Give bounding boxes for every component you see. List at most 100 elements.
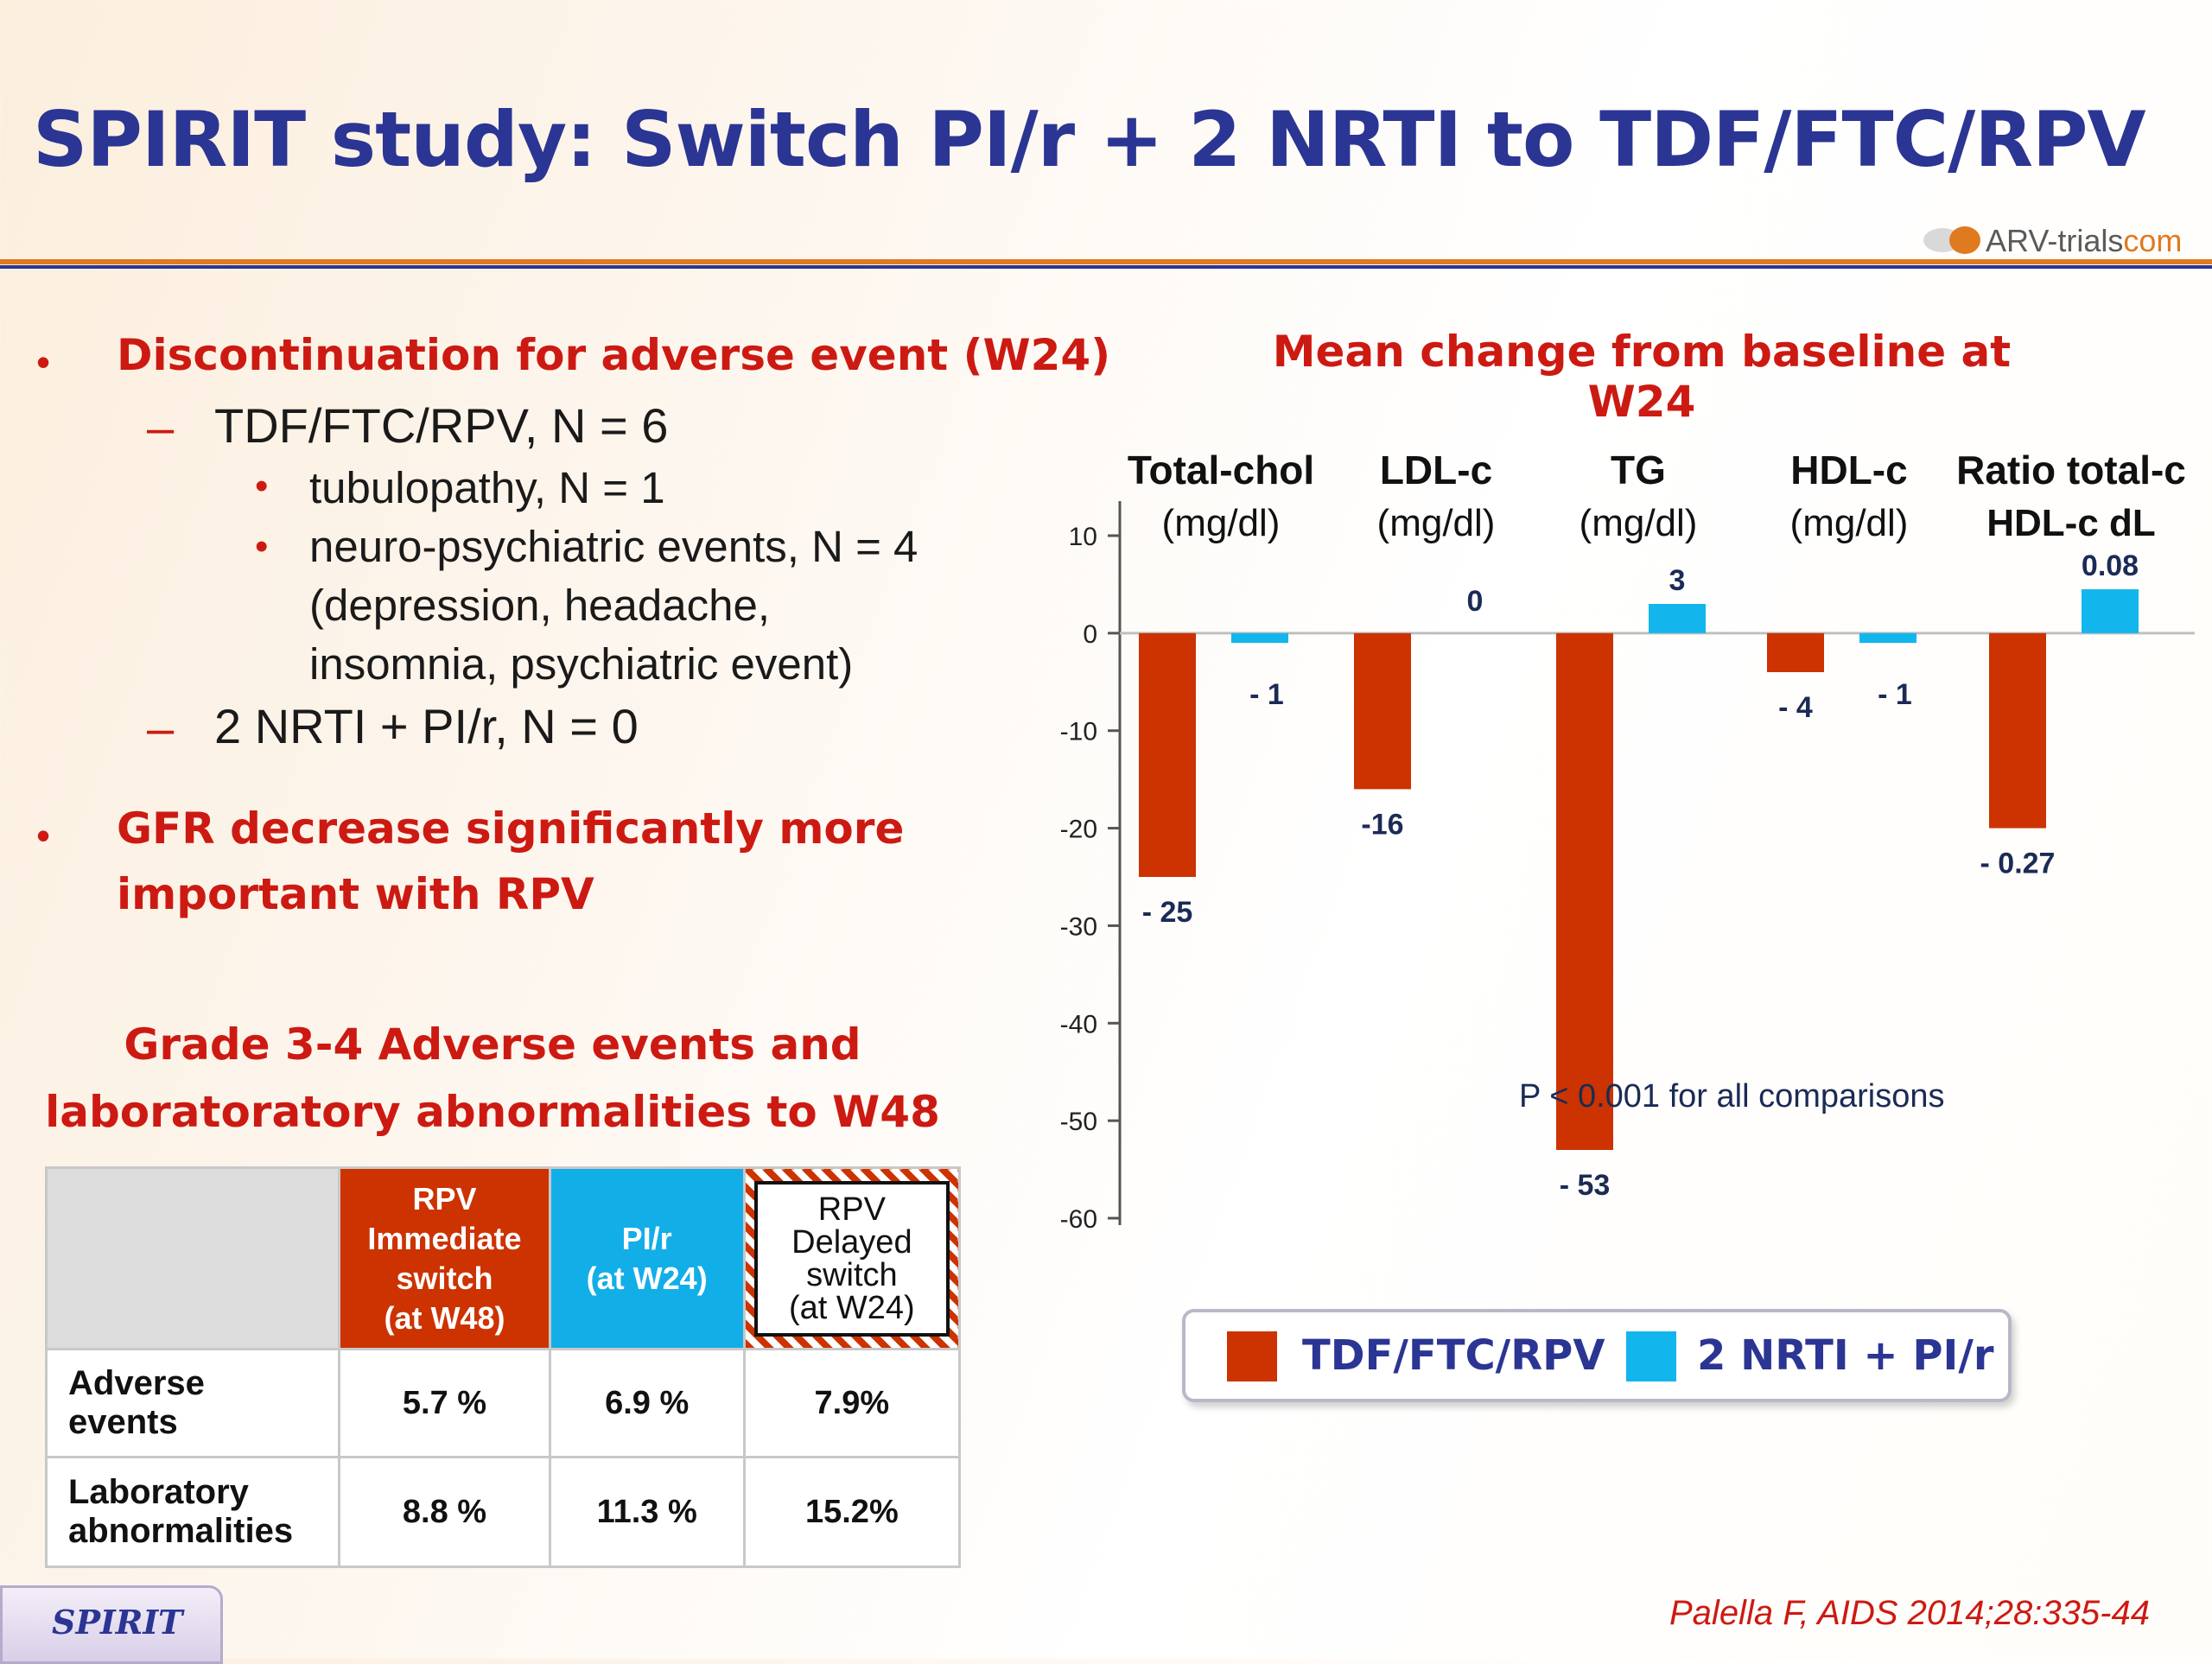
header-line: PI/r [621,1220,672,1256]
header-line: switch [806,1256,898,1293]
group-unit: (mg/dl) [1580,502,1698,544]
bar-tdf [1354,632,1411,790]
bar-tdf [1989,632,2046,829]
bar-value-label: - 1 [1249,678,1284,711]
header-line: Delayed [791,1223,912,1261]
sub-nrti-pir: 2 NRTI + PI/r, N = 0 [214,699,639,753]
group-unit: HDL-c dL [1986,502,2156,544]
dash-2: – [147,701,175,755]
group-label: HDL-c [1790,448,1907,492]
group-label: TG [1611,448,1666,492]
header-line: Immediate [367,1220,522,1256]
bar-value-label: 0 [1467,585,1484,618]
bar-nrti [1649,604,1706,633]
legend-label-tdf: TDF/FTC/RPV [1302,1331,1605,1380]
group-unit: (mg/dl) [1377,502,1496,544]
logo-text: ARV-trialscom [1986,223,2182,259]
row-label-line: events [68,1403,178,1441]
table-row: Laboratory abnormalities 8.8 % 11.3 % 15… [44,1456,962,1568]
legend-label-nrti: 2 NRTI + PI/r [1697,1331,1994,1380]
sub-tdf-rpv: TDF/FTC/RPV, N = 6 [214,398,669,453]
header-rpv-immediate: RPV Immediate switch (at W48) [338,1166,551,1350]
dot-1: • [255,465,269,507]
y-tick-label: -40 [1060,1010,1097,1038]
legend-swatch-nrti [1626,1331,1676,1381]
cell-value: 15.2% [742,1456,962,1568]
header-line: (at W24) [586,1260,708,1296]
chart-title: Mean change from baseline at W24 [1272,327,2012,427]
header-line: switch [396,1260,493,1296]
table-row: Adverse events 5.7 % 6.9 % 7.9% [44,1348,962,1458]
bar-nrti [1231,632,1288,644]
y-tick-label: -30 [1060,912,1097,941]
bar-tdf [1139,632,1196,877]
table-heading-line2: laboratoratory abnormalities to W48 [45,1087,940,1137]
header-line: RPV [817,1191,886,1228]
group-unit: (mg/dl) [1162,502,1281,544]
bar-value-label: 3 [1669,564,1686,597]
bar-value-label: -16 [1361,808,1403,841]
cell-value: 11.3 % [548,1456,746,1568]
group-unit: (mg/dl) [1790,502,1909,544]
bar-value-label: - 0.27 [1980,848,2056,880]
page-title: SPIRIT study: Switch PI/r + 2 NRTI to TD… [33,95,2146,184]
bullet-gfr-1: GFR decrease significantly more [117,803,905,854]
footer-tab [0,1585,223,1664]
logo-text-main: ARV-trials [1986,223,2124,258]
header-line: RPV [412,1180,477,1216]
cell-value: 6.9 % [548,1348,746,1458]
bar-value-label: - 1 [1878,678,1912,711]
bullet-discontinuation: Discontinuation for adverse event (W24) [117,330,1111,380]
citation: Palella F, AIDS 2014;28:335-44 [1669,1594,2150,1632]
header-line: (at W24) [789,1289,915,1326]
bar-value-label: 0.08 [2082,549,2139,582]
lipid-bar-chart: 10 0 -10 -20 -30 -40 -50 -60 Total-chol (mg/dl) - … [1060,448,2195,1234]
y-tick-label: -60 [1060,1205,1097,1234]
y-tick-label: -10 [1060,718,1097,746]
bullet-dot-2: • [36,813,51,858]
bar-value-label: - 4 [1778,691,1813,724]
group-label: LDL-c [1380,448,1492,492]
header-line: (at W48) [384,1299,505,1336]
cell-value: 8.8 % [338,1456,551,1568]
arv-trials-logo [1923,226,1980,254]
row-label-line: Laboratory [68,1473,249,1511]
y-tick-label: -20 [1060,816,1097,844]
header-pir: PI/r (at W24) [548,1166,746,1350]
item-neuro-detail-1: (depression, headache, [309,581,771,630]
y-tick-label: -50 [1060,1108,1097,1136]
bar-value-label: - 53 [1560,1169,1611,1202]
bar-value-label: - 25 [1142,896,1193,929]
dash-1: – [147,400,175,454]
row-label-line: abnormalities [68,1512,294,1550]
group-label: Ratio total-c [1956,448,2186,492]
row-label-adverse: Adverse events [44,1348,341,1458]
bar-tdf [1556,632,1613,1150]
bar-nrti [2082,589,2139,633]
bar-nrti [1859,632,1916,644]
row-label-line: Adverse [68,1364,205,1402]
table-heading: Grade 3-4 Adverse events and laboratorat… [35,1011,950,1146]
row-label-lab: Laboratory abnormalities [44,1456,341,1568]
chart-legend: TDF/FTC/RPV 2 NRTI + PI/r [1182,1309,2012,1402]
bar-tdf [1767,632,1824,672]
cell-value: 7.9% [742,1348,962,1458]
table-heading-line1: Grade 3-4 Adverse events and [124,1019,861,1070]
y-tick-label: 10 [1069,523,1097,551]
bullet-gfr-2: important with RPV [117,869,594,919]
group-label: Total-chol [1128,448,1314,492]
footer-study-label: SPIRIT [52,1603,183,1642]
dot-2: • [255,525,269,568]
header-rpv-delayed: RPV Delayed switch (at W24) [742,1166,962,1350]
bullet-dot: • [36,340,51,384]
y-tick-label: 0 [1083,620,1097,649]
adverse-events-table: RPV Immediate switch (at W48) PI/r (at W… [44,1166,962,1568]
cell-value: 5.7 % [338,1348,551,1458]
header-rpv-delayed-box: RPV Delayed switch (at W24) [753,1180,950,1337]
logo-text-suffix: com [2123,223,2183,258]
title-rule-orange [0,259,2212,264]
table-corner [44,1166,341,1350]
legend-swatch-tdf [1227,1331,1277,1381]
title-rule-blue [0,265,2212,269]
item-neuro: neuro-psychiatric events, N = 4 [309,522,918,571]
